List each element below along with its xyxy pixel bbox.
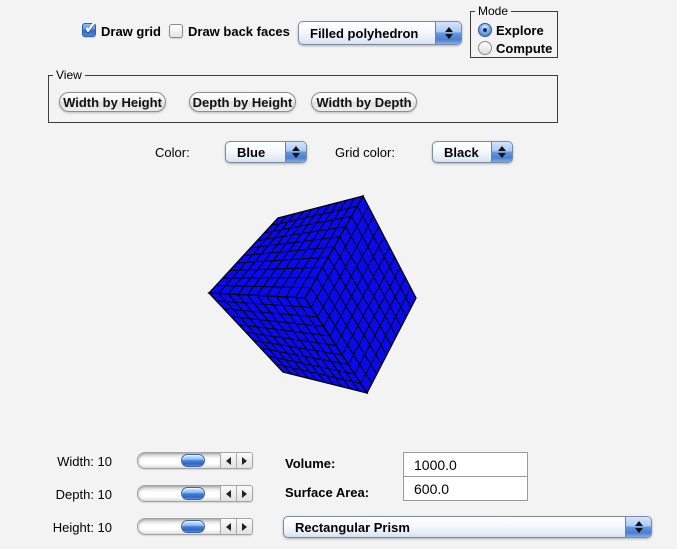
slider-right-arrow-button[interactable] (236, 486, 252, 501)
height-slider-label: Height: 10 (52, 520, 112, 535)
arrow-right-icon (242, 522, 247, 531)
arrow-right-icon (242, 456, 247, 465)
grid-color-select[interactable]: Black (432, 141, 513, 163)
volume-value: 1000.0 (414, 456, 457, 473)
color-select-value: Blue (237, 144, 266, 160)
stepper-arrows-icon (435, 22, 461, 44)
slider-left-arrow-button[interactable] (220, 519, 236, 534)
slider-right-arrow-button[interactable] (236, 453, 252, 468)
slider-left-arrow-button[interactable] (220, 453, 236, 468)
color-label: Color: (155, 145, 190, 160)
arrow-right-icon (242, 489, 247, 498)
slider-thumb[interactable] (181, 454, 205, 467)
mode-radio-compute[interactable] (478, 41, 492, 55)
cube-canvas[interactable] (180, 180, 440, 410)
slider-thumb[interactable] (181, 487, 205, 500)
view-button-width-by-height[interactable]: Width by Height (59, 92, 166, 112)
surface-area-value: 600.0 (414, 480, 450, 497)
arrow-left-icon (226, 522, 231, 531)
color-select[interactable]: Blue (225, 141, 307, 163)
mode-group-label: Mode (475, 4, 512, 18)
width-slider-label: Width: 10 (57, 454, 112, 469)
shape-select-value: Rectangular Prism (295, 519, 410, 535)
mode-radio-explore[interactable] (478, 23, 492, 37)
grid-color-label: Grid color: (335, 145, 395, 160)
depth-slider-label: Depth: 10 (55, 487, 112, 502)
mode-group: Mode Explore Compute (470, 4, 558, 58)
stepper-arrows-icon (285, 142, 306, 162)
surface-area-label: Surface Area: (285, 485, 370, 500)
depth-slider[interactable] (137, 485, 253, 502)
volume-field[interactable]: 1000.0 (403, 452, 528, 477)
arrow-left-icon (226, 456, 231, 465)
render-style-select[interactable]: Filled polyhedron (298, 21, 462, 45)
view-button-depth-by-height[interactable]: Depth by Height (189, 92, 296, 112)
view-group: View Width by Height Depth by Height Wid… (48, 68, 558, 123)
view-button-width-by-depth[interactable]: Width by Depth (311, 92, 417, 112)
shape-select[interactable]: Rectangular Prism (283, 516, 652, 538)
stepper-arrows-icon (625, 517, 651, 537)
slider-track[interactable] (138, 486, 220, 501)
slider-track[interactable] (138, 519, 220, 534)
render-style-value: Filled polyhedron (310, 25, 419, 41)
draw-back-faces-label: Draw back faces (188, 24, 290, 39)
slider-track[interactable] (138, 453, 220, 468)
stepper-arrows-icon (491, 142, 512, 162)
arrow-left-icon (226, 489, 231, 498)
view-group-label: View (53, 68, 85, 82)
draw-grid-checkbox[interactable] (82, 18, 97, 38)
width-slider[interactable] (137, 452, 253, 469)
mode-radio-compute-label: Compute (496, 41, 553, 56)
slider-right-arrow-button[interactable] (236, 519, 252, 534)
grid-color-select-value: Black (444, 144, 479, 160)
draw-grid-label: Draw grid (101, 24, 161, 39)
slider-thumb[interactable] (181, 520, 205, 533)
height-slider[interactable] (137, 518, 253, 535)
mode-radio-explore-label: Explore (496, 23, 544, 38)
draw-back-faces-checkbox[interactable] (169, 24, 183, 38)
volume-label: Volume: (285, 456, 336, 471)
slider-left-arrow-button[interactable] (220, 486, 236, 501)
surface-area-field[interactable]: 600.0 (403, 476, 528, 501)
